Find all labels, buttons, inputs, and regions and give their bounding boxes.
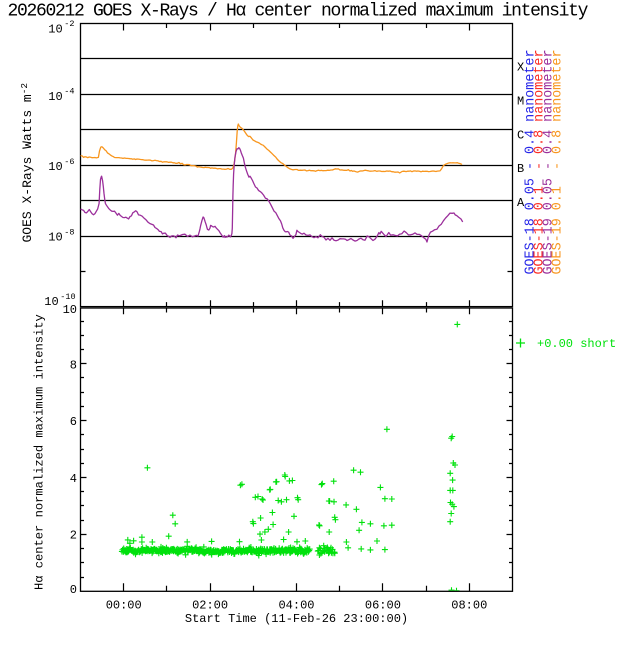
svg-text:02:00: 02:00 [192, 598, 228, 612]
svg-text:GOES-18 0.1 - 0.8 nanometer: GOES-18 0.1 - 0.8 nanometer [532, 50, 547, 275]
svg-text:10: 10 [48, 90, 62, 104]
svg-text:Hα center normalized maximum i: Hα center normalized maximum intensity [33, 314, 47, 590]
svg-text:+0.00 short: +0.00 short [537, 337, 616, 351]
svg-text:04:00: 04:00 [278, 598, 314, 612]
svg-text:GOES X-Rays Watts m-2: GOES X-Rays Watts m-2 [19, 83, 35, 243]
svg-text:20260212 GOES X-Rays / Hα cent: 20260212 GOES X-Rays / Hα center normali… [8, 2, 589, 22]
svg-text:-2: -2 [64, 19, 74, 29]
svg-text:-6: -6 [64, 157, 74, 167]
svg-text:-4: -4 [64, 87, 74, 97]
svg-text:00:00: 00:00 [106, 598, 142, 612]
svg-text:10: 10 [44, 295, 58, 309]
svg-text:C: C [517, 129, 524, 143]
svg-text:10: 10 [48, 22, 62, 36]
svg-text:-10: -10 [60, 292, 75, 302]
svg-text:GOES-19 0.05 - 0.4 nanometer: GOES-19 0.05 - 0.4 nanometer [541, 50, 556, 275]
svg-text:08:00: 08:00 [451, 598, 487, 612]
svg-text:0: 0 [70, 583, 77, 597]
svg-text:6: 6 [70, 415, 77, 429]
svg-text:8: 8 [70, 358, 77, 372]
svg-text:10: 10 [48, 160, 62, 174]
svg-text:-8: -8 [64, 227, 74, 237]
svg-text:10: 10 [48, 231, 62, 245]
svg-text:Start Time (11-Feb-26 23:00:00: Start Time (11-Feb-26 23:00:00) [185, 612, 408, 626]
svg-text:06:00: 06:00 [365, 598, 401, 612]
svg-text:B: B [517, 162, 524, 176]
svg-text:A: A [517, 196, 525, 210]
svg-text:GOES-19 0.1 - 0.8 nanometer: GOES-19 0.1 - 0.8 nanometer [550, 50, 565, 275]
svg-text:2: 2 [70, 529, 77, 543]
svg-text:M: M [517, 95, 524, 109]
svg-text:4: 4 [70, 472, 77, 486]
svg-text:X: X [517, 61, 524, 75]
svg-text:GOES-18 0.05 - 0.4 nanometer: GOES-18 0.05 - 0.4 nanometer [523, 50, 538, 275]
svg-text:10: 10 [63, 303, 77, 317]
